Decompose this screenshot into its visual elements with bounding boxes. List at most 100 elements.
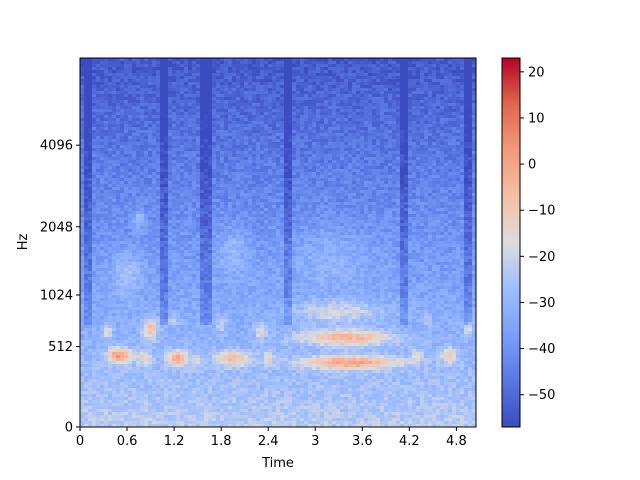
heatmap-cell <box>192 67 197 71</box>
heatmap-cell <box>320 94 325 98</box>
heatmap-cell <box>160 187 165 191</box>
heatmap-cell <box>160 184 165 188</box>
heatmap-cell <box>236 139 241 143</box>
heatmap-cell <box>404 109 409 113</box>
heatmap-cell <box>416 175 421 179</box>
heatmap-cell <box>436 91 441 95</box>
heatmap-cell <box>424 70 429 74</box>
heatmap-cell <box>124 73 129 77</box>
heatmap-cell <box>412 76 417 80</box>
heatmap-cell <box>388 193 393 197</box>
heatmap-cell <box>172 124 177 128</box>
heatmap-cell <box>88 127 93 131</box>
heatmap-cell <box>196 112 201 116</box>
heatmap-cell <box>328 175 333 179</box>
heatmap-cell <box>84 88 89 92</box>
heatmap-cell <box>204 151 209 155</box>
heatmap-cell <box>140 163 145 167</box>
heatmap-cell <box>152 193 157 197</box>
heatmap-cell <box>108 187 113 191</box>
heatmap-cell <box>404 121 409 125</box>
heatmap-cell <box>240 67 245 71</box>
heatmap-cell <box>444 178 449 182</box>
heatmap-cell <box>196 136 201 140</box>
heatmap-cell <box>456 145 461 149</box>
heatmap-cell <box>424 172 429 176</box>
heatmap-cell <box>92 184 97 188</box>
heatmap-cell <box>120 160 125 164</box>
heatmap-cell <box>272 91 277 95</box>
heatmap-cell <box>180 97 185 101</box>
heatmap-cell <box>404 196 409 200</box>
heatmap-cell <box>120 163 125 167</box>
heatmap-cell <box>368 139 373 143</box>
heatmap-cell <box>116 91 121 95</box>
heatmap-cell <box>288 148 293 152</box>
heatmap-cell <box>372 58 377 62</box>
heatmap-cell <box>112 184 117 188</box>
heatmap-cell <box>276 139 281 143</box>
heatmap-cell <box>240 130 245 134</box>
heatmap-cell <box>240 199 245 203</box>
heatmap-cell <box>144 85 149 89</box>
heatmap-cell <box>304 94 309 98</box>
heatmap-cell <box>392 97 397 101</box>
heatmap-cell <box>456 82 461 86</box>
heatmap-cell <box>308 178 313 182</box>
heatmap-cell <box>452 64 457 68</box>
heatmap-cell <box>248 106 253 110</box>
heatmap-cell <box>428 127 433 131</box>
heatmap-cell <box>224 202 229 206</box>
heatmap-cell <box>256 64 261 68</box>
heatmap-cell <box>280 118 285 122</box>
heatmap-cell <box>356 106 361 110</box>
heatmap-cell <box>156 136 161 140</box>
heatmap-cell <box>236 190 241 194</box>
heatmap-cell <box>452 58 457 62</box>
heatmap-cell <box>156 187 161 191</box>
heatmap-cell <box>464 85 469 89</box>
heatmap-cell <box>184 88 189 92</box>
heatmap-cell <box>96 181 101 185</box>
heatmap-cell <box>440 121 445 125</box>
heatmap-cell <box>448 76 453 80</box>
heatmap-cell <box>208 190 213 194</box>
heatmap-cell <box>424 61 429 65</box>
heatmap-cell <box>144 199 149 203</box>
heatmap-cell <box>92 205 97 209</box>
heatmap-cell <box>248 109 253 113</box>
heatmap-cell <box>324 76 329 80</box>
heatmap-cell <box>240 103 245 107</box>
heatmap-cell <box>376 61 381 65</box>
heatmap-cell <box>388 73 393 77</box>
heatmap-cell <box>256 187 261 191</box>
heatmap-cell <box>304 175 309 179</box>
heatmap-cell <box>388 82 393 86</box>
heatmap-cell <box>440 154 445 158</box>
heatmap-cell <box>152 115 157 119</box>
heatmap-cell <box>416 151 421 155</box>
heatmap-cell <box>372 187 377 191</box>
heatmap-cell <box>324 61 329 65</box>
heatmap-cell <box>372 118 377 122</box>
heatmap-cell <box>204 109 209 113</box>
heatmap-cell <box>224 157 229 161</box>
heatmap-cell <box>432 142 437 146</box>
heatmap-cell <box>240 187 245 191</box>
heatmap-cell <box>92 94 97 98</box>
heatmap-cell <box>272 124 277 128</box>
heatmap-cell <box>372 79 377 83</box>
heatmap-cell <box>84 139 89 143</box>
heatmap-cell <box>144 181 149 185</box>
heatmap-cell <box>188 127 193 131</box>
heatmap-cell <box>364 127 369 131</box>
heatmap-cell <box>120 202 125 206</box>
heatmap-cell <box>340 130 345 134</box>
heatmap-cell <box>176 64 181 68</box>
heatmap-cell <box>424 58 429 62</box>
heatmap-cell <box>148 190 153 194</box>
heatmap-cell <box>296 73 301 77</box>
heatmap-cell <box>172 112 177 116</box>
heatmap-cell <box>128 166 133 170</box>
heatmap-cell <box>184 112 189 116</box>
